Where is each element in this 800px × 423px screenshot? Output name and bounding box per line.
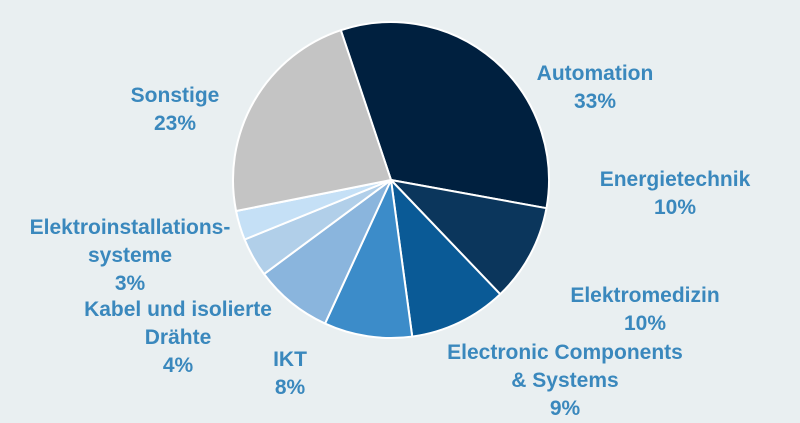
- label-sonstige-name: Sonstige: [130, 84, 220, 107]
- pie-slice-elektromedizin: [390, 179, 502, 338]
- label-ikt-name: IKT: [273, 348, 307, 371]
- label-sonstige-pct: 23%: [153, 112, 197, 135]
- pie-slice-sonstige: [231, 29, 392, 213]
- pie-slices: [231, 21, 550, 339]
- label-kabel-line2: Drähte: [144, 326, 212, 349]
- label-elektroinstallation: Elektroinstallations- systeme 3%: [5, 214, 255, 298]
- label-automation-pct: 33%: [573, 90, 617, 113]
- label-energietechnik-name: Energietechnik: [599, 168, 751, 191]
- label-elektroinstallation-line1: Elektroinstallations-: [29, 216, 231, 239]
- label-electronic-components-pct: 9%: [549, 397, 581, 420]
- label-ikt: IKT 8%: [240, 346, 340, 402]
- pie-slice-automation: [339, 21, 550, 210]
- label-elektroinstallation-line2: systeme: [87, 244, 173, 267]
- label-automation: Automation 33%: [520, 60, 670, 116]
- label-electronic-components-line1: Electronic Components: [447, 341, 683, 364]
- label-elektromedizin-name: Elektromedizin: [570, 284, 720, 307]
- label-automation-name: Automation: [536, 62, 654, 85]
- label-kabel-pct: 4%: [162, 354, 194, 377]
- label-elektromedizin-pct: 10%: [623, 312, 667, 335]
- label-elektroinstallation-pct: 3%: [114, 272, 146, 295]
- label-kabel: Kabel und isolierte Drähte 4%: [58, 296, 298, 380]
- label-energietechnik-pct: 10%: [653, 196, 697, 219]
- label-electronic-components: Electronic Components & Systems 9%: [420, 339, 710, 423]
- label-electronic-components-line2: & Systems: [511, 369, 619, 392]
- label-energietechnik: Energietechnik 10%: [575, 166, 775, 222]
- label-elektromedizin: Elektromedizin 10%: [545, 282, 745, 338]
- label-ikt-pct: 8%: [274, 376, 306, 399]
- pie-slice-electronic-components-systems: [324, 179, 414, 339]
- label-sonstige: Sonstige 23%: [105, 82, 245, 138]
- label-kabel-line1: Kabel und isolierte: [84, 298, 272, 321]
- pie-slice-energietechnik: [390, 179, 548, 296]
